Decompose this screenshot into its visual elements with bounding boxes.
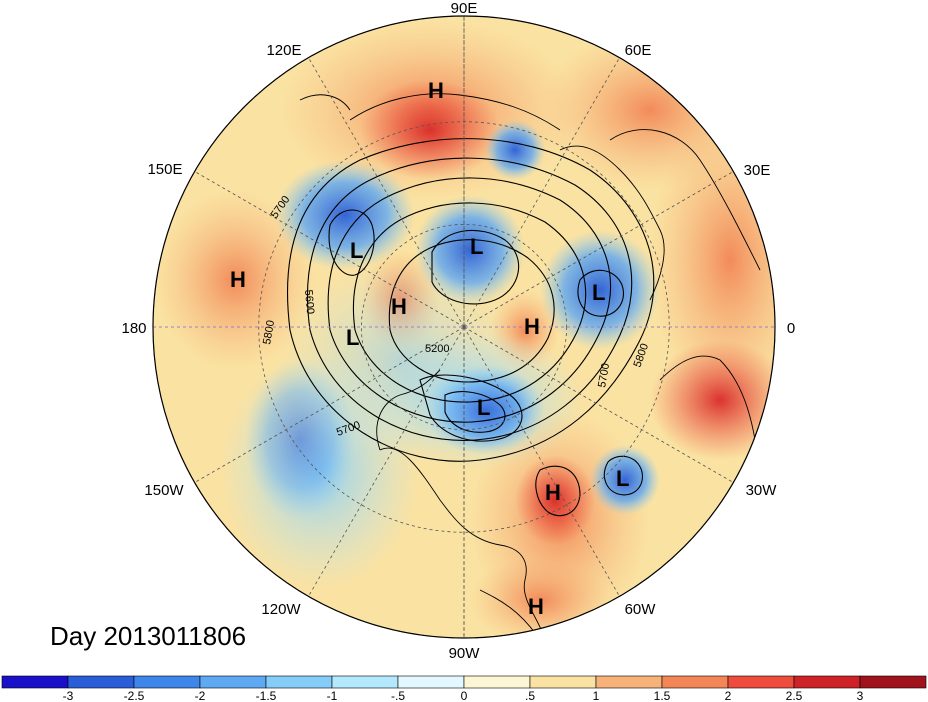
- contour-label: 5800: [261, 319, 277, 345]
- colorbar-swatch: [199, 675, 267, 689]
- colorbar-swatch: [463, 675, 531, 689]
- high-center-mark: H: [391, 294, 407, 319]
- low-center-mark: L: [616, 466, 629, 491]
- colorbar-tick-label: .5: [525, 689, 535, 702]
- longitude-label: 180: [121, 320, 146, 337]
- low-center-mark: L: [350, 238, 363, 263]
- colorbar-swatch: [595, 675, 663, 689]
- longitude-label: 150W: [144, 482, 184, 499]
- low-center-mark: L: [592, 280, 605, 305]
- longitude-label: 150E: [147, 161, 182, 178]
- colorbar-tick-label: -2.5: [124, 689, 145, 702]
- longitude-label: 60W: [625, 601, 657, 618]
- colorbar-tick-label: -1.5: [256, 689, 277, 702]
- meridian-line: [308, 326, 465, 597]
- colorbar-swatch: [1, 675, 69, 689]
- high-center-mark: H: [528, 594, 544, 619]
- low-center-mark: L: [477, 395, 490, 420]
- meridian-line: [308, 57, 465, 328]
- latitude-circle: [360, 223, 568, 431]
- colorbar-swatch: [859, 675, 927, 689]
- colorbar-labels: -3 -2.5 -2 -1.5 -1 -.5 0 .5 1 1.5 2 2.5 3: [63, 689, 864, 702]
- colorbar-tick-label: -1: [327, 689, 338, 702]
- colorbar-tick-label: -.5: [391, 689, 405, 702]
- colorbar-swatch: [661, 675, 729, 689]
- high-center-mark: H: [230, 267, 246, 292]
- contour-label: 5200: [425, 343, 449, 355]
- colorbar-swatch: [529, 675, 597, 689]
- colorbar: [1, 675, 927, 689]
- meridian-line: [463, 326, 734, 483]
- longitude-label: 30W: [746, 482, 778, 499]
- longitude-labels: 90E 60E 30E 0 30W 60W 90W 120W 150W 180 …: [121, 0, 795, 662]
- longitude-label: 60E: [625, 42, 652, 59]
- colorbar-tick-label: 2: [725, 689, 732, 702]
- coastlines: [299, 93, 761, 638]
- contour-label: 5700: [596, 362, 612, 388]
- longitude-label: 90W: [449, 645, 481, 662]
- high-center-mark: H: [428, 78, 444, 103]
- map-border: [152, 15, 776, 639]
- meridian-line: [463, 171, 734, 328]
- longitude-label: 120E: [266, 42, 301, 59]
- meridian-line: [194, 171, 465, 328]
- pressure-centers: H L L H H L L H L H L H: [230, 78, 629, 619]
- colorbar-tick-label: -2: [195, 689, 206, 702]
- colorbar-tick-label: 2.5: [786, 689, 803, 702]
- date-label: Day 2013011806: [50, 621, 246, 651]
- low-center-mark: L: [346, 325, 359, 350]
- colorbar-tick-label: 0: [461, 689, 468, 702]
- colorbar-tick-label: 1: [593, 689, 600, 702]
- low-center-mark: L: [470, 234, 483, 259]
- meridian-line: [463, 326, 620, 597]
- colorbar-tick-label: 3: [857, 689, 864, 702]
- longitude-label: 0: [787, 320, 795, 337]
- contour-label: 5600: [302, 289, 316, 314]
- colorbar-swatch: [133, 675, 201, 689]
- colorbar-swatch: [397, 675, 465, 689]
- longitude-label: 120W: [261, 601, 301, 618]
- colorbar-swatch: [331, 675, 399, 689]
- colorbar-tick-label: 1.5: [654, 689, 671, 702]
- colorbar-swatch: [727, 675, 795, 689]
- colorbar-swatch: [793, 675, 861, 689]
- colorbar-swatch: [265, 675, 333, 689]
- colorbar-tick-label: -3: [63, 689, 74, 702]
- colorbar-swatch: [67, 675, 135, 689]
- longitude-label: 30E: [744, 162, 771, 179]
- meridian-line: [463, 57, 620, 328]
- meridian-line: [194, 326, 465, 483]
- high-center-mark: H: [545, 480, 561, 505]
- high-center-mark: H: [524, 314, 540, 339]
- longitude-label: 90E: [451, 0, 478, 17]
- anomaly-shading: [153, 16, 775, 638]
